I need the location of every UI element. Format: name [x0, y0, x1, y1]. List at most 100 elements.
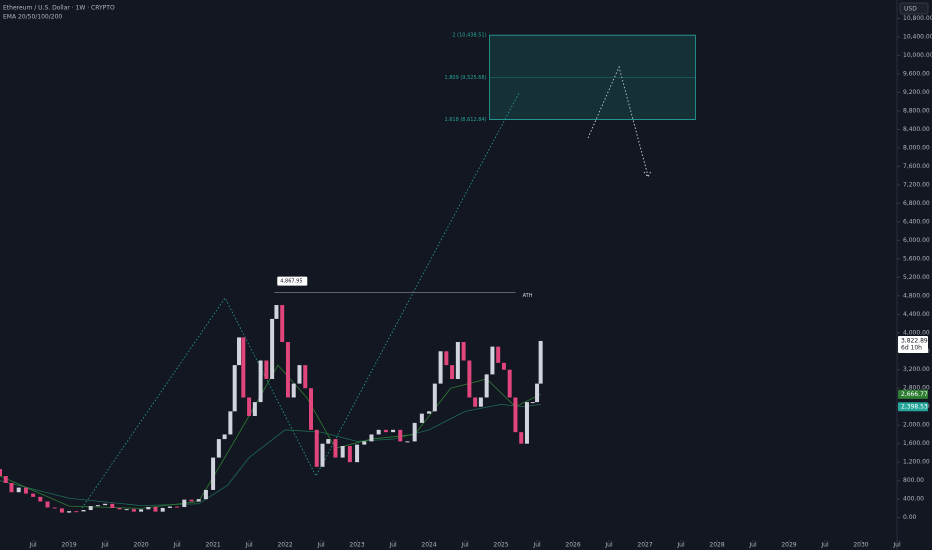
x-tick-label: 2021 [205, 542, 220, 549]
candle [303, 365, 308, 389]
x-tick-label: Jul [532, 542, 541, 549]
candle [535, 383, 540, 403]
candle [203, 489, 208, 500]
y-tick-label: 7,200.00 [903, 181, 930, 188]
y-tick-label: 400.00 [903, 496, 924, 503]
candle [355, 444, 360, 463]
candle [320, 443, 325, 467]
candle [146, 507, 151, 510]
y-tick-label: 2,800.00 [903, 385, 930, 392]
x-tick-label: 2029 [781, 542, 796, 549]
candle [524, 402, 529, 444]
candle [160, 507, 165, 512]
candle [455, 342, 460, 379]
candle [478, 397, 483, 407]
candle [153, 507, 158, 512]
candle [538, 340, 543, 384]
y-tick-label: 5,600.00 [903, 255, 930, 262]
candle [16, 487, 21, 493]
last-price-box [898, 335, 928, 353]
candle [189, 499, 194, 502]
candle [211, 457, 216, 490]
candle [369, 434, 374, 442]
candle [412, 422, 417, 442]
currency[interactable]: USD [904, 6, 917, 13]
fib-label: 1.618 (8,612.84) [444, 117, 486, 123]
candle [31, 493, 36, 497]
projection-path [587, 65, 649, 177]
y-tick-label: 10,800.00 [903, 15, 932, 22]
y-tick-label: 6,000.00 [903, 237, 930, 244]
x-tick-label: Jul [244, 542, 253, 549]
candle [23, 487, 28, 494]
projection-arrows [587, 65, 652, 178]
x-tick-label: Jul [892, 542, 901, 549]
candle [530, 402, 535, 404]
x-tick-label: 2022 [277, 542, 292, 549]
x-tick-label: 2020 [133, 542, 148, 549]
x-tick-label: Jul [316, 542, 325, 549]
ath-text: ATH [523, 293, 533, 299]
y-tick-label: 4,000.00 [903, 329, 930, 336]
x-tick-label: Jul [388, 542, 397, 549]
candle [110, 503, 115, 508]
ath-value: 4,867.95 [280, 279, 302, 285]
x-tick-label: Jul [604, 542, 613, 549]
candle [308, 388, 313, 430]
x-tick-label: 2028 [709, 542, 724, 549]
candle [0, 469, 2, 477]
candle [347, 446, 352, 463]
currency-box[interactable] [899, 2, 929, 15]
ema-price: 2,666.77 [901, 391, 928, 398]
candle [340, 446, 345, 458]
x-tick-label: 2019 [61, 542, 76, 549]
candle [314, 429, 319, 467]
x-tick-label: Jul [748, 542, 757, 549]
candle [175, 506, 180, 508]
y-tick-label: 9,600.00 [903, 70, 930, 77]
candle [484, 374, 489, 398]
y-tick-label: 1,600.00 [903, 440, 930, 447]
candle [405, 441, 410, 443]
x-tick-label: Jul [172, 542, 181, 549]
y-tick-label: 1,200.00 [903, 459, 930, 466]
candle [461, 342, 466, 361]
layer: 0.00 400.00 800.00 1,200.00 1,600.00 2,000.00… [0, 15, 932, 549]
candle [362, 441, 367, 445]
candle [196, 499, 201, 502]
candle [507, 369, 512, 398]
y-tick-label: 8,400.00 [903, 126, 930, 133]
candle [467, 360, 472, 398]
candle [473, 397, 478, 407]
x-tick-label: Jul [460, 542, 469, 549]
candle [270, 318, 275, 379]
candle [247, 397, 252, 416]
ath-box [277, 276, 308, 286]
candle [333, 439, 338, 458]
y-tick-label: 0.00 [903, 514, 917, 521]
indicator-label: EMA 20/50/100/200 [3, 14, 62, 21]
candle [95, 505, 100, 507]
candle [450, 365, 455, 379]
candle [280, 305, 285, 343]
candle [139, 509, 144, 512]
candle [297, 365, 302, 384]
candle [496, 346, 501, 363]
candle [38, 496, 43, 502]
candle [427, 411, 432, 414]
y-tick-label: 3,200.00 [903, 366, 930, 373]
y-tick-label: 10,000.00 [903, 52, 932, 59]
ema-price-box [898, 389, 928, 399]
ema-price: 2,398.53 [901, 403, 928, 410]
candle [237, 337, 242, 366]
candle [241, 337, 246, 398]
candle [519, 432, 524, 444]
ema-line [0, 404, 541, 507]
candle [258, 360, 263, 403]
x-tick-label: 2026 [565, 542, 580, 549]
x-tick-label: Jul [100, 542, 109, 549]
candle [383, 429, 388, 433]
candle [45, 501, 50, 508]
x-tick-label: 2027 [637, 542, 652, 549]
candle [81, 510, 86, 512]
